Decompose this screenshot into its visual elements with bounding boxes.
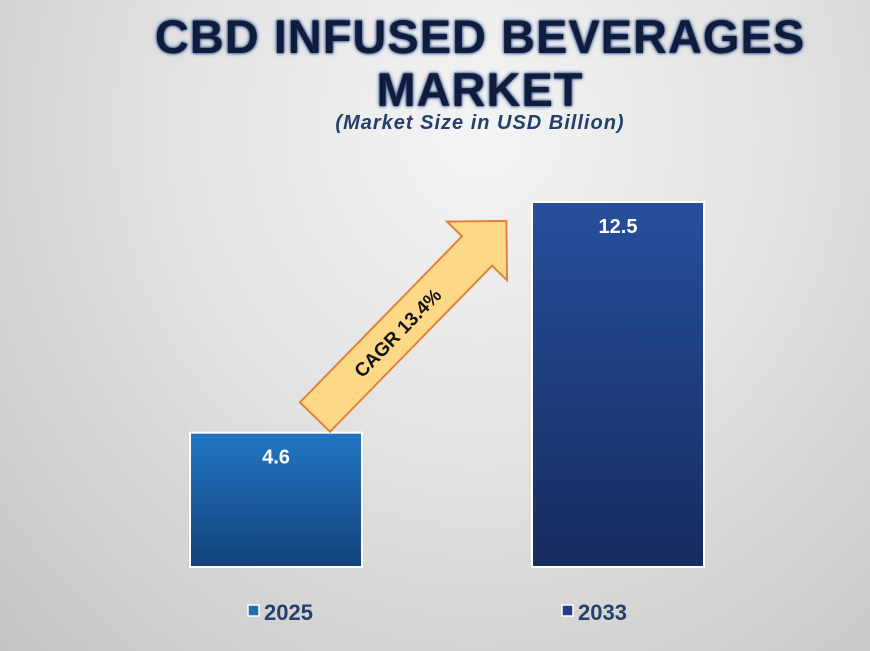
data-label: 4.6 xyxy=(262,447,290,469)
bar-2033 xyxy=(531,201,705,568)
cagr-label: CAGR 13.4% xyxy=(351,285,446,382)
data-label: 12.5 xyxy=(599,216,638,238)
bar-2025 xyxy=(189,431,363,568)
legend-label: 2025 xyxy=(264,600,313,625)
legend-label: 2033 xyxy=(578,600,627,625)
chart-subtitle: (Market Size in USD Billion) xyxy=(335,112,625,134)
chart-title: CBD INFUSED BEVERAGES MARKET xyxy=(154,10,806,116)
legend-swatch xyxy=(247,604,260,617)
legend-swatch xyxy=(561,604,574,617)
cagr-arrow-shape xyxy=(298,219,509,434)
cagr-arrow: CAGR 13.4% xyxy=(298,219,509,434)
